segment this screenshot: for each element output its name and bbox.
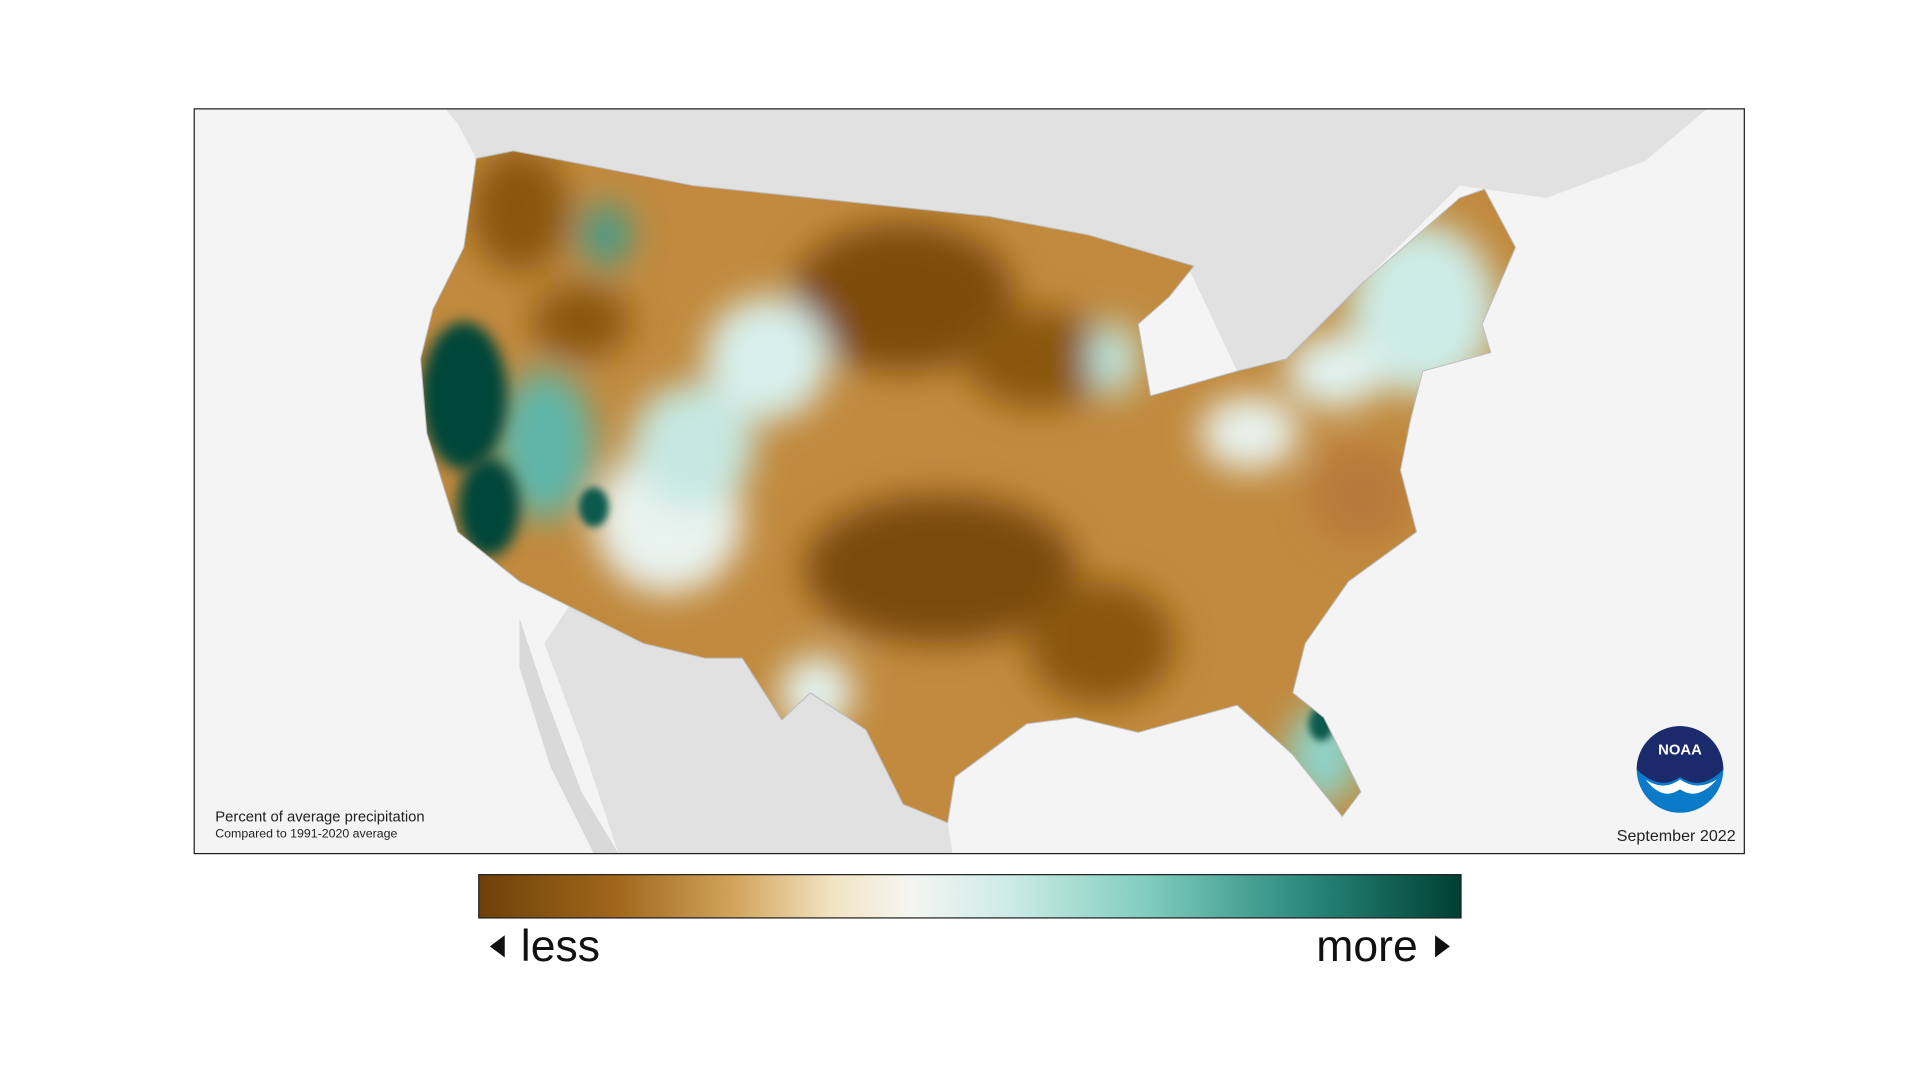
map-subtitle: Compared to 1991-2020 average [215, 827, 397, 841]
map-frame [193, 108, 1745, 855]
more-arrow [1435, 935, 1450, 958]
color-bar [478, 874, 1462, 919]
map-date: September 2022 [1617, 827, 1736, 845]
logo-text: NOAA [1658, 743, 1702, 759]
legend-less: less [521, 922, 600, 971]
map-title: Percent of average precipitation [215, 809, 424, 825]
noaa-logo: NOAA [1636, 726, 1724, 813]
less-arrow [489, 935, 505, 958]
precipitation-field [420, 150, 1516, 823]
legend-more: more [1316, 922, 1417, 971]
